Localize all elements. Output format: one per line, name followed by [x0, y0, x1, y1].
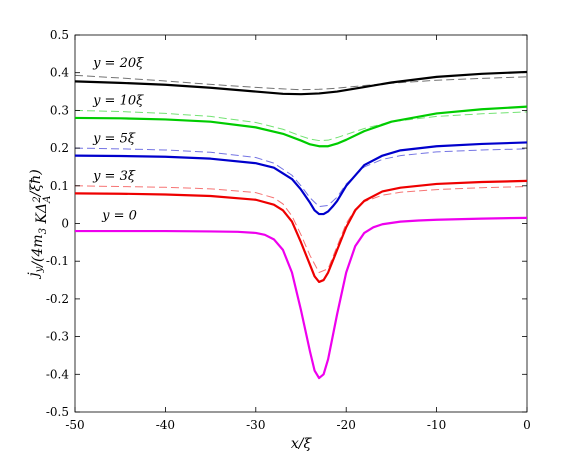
y-tick-label: -0.5: [46, 405, 69, 419]
series-annotation: y = 3ξ: [92, 169, 136, 184]
series-annotation: y = 0: [101, 209, 137, 224]
x-axis-label: x/ξ: [291, 436, 313, 452]
x-tick-label: -10: [427, 418, 446, 432]
y-tick-label: 0.1: [50, 179, 69, 193]
y-tick-label: -0.3: [46, 330, 69, 344]
x-tick-label: -20: [337, 418, 356, 432]
y-tick-label: -0.2: [46, 292, 69, 306]
series-line-1: [74, 105, 528, 148]
y-tick-label: 0.3: [50, 103, 69, 117]
series-layer: [74, 70, 528, 380]
y-tick-label: 0.5: [50, 28, 69, 42]
series-line-0: [74, 70, 528, 96]
series-line-4: [75, 216, 528, 380]
series-annotation: y = 10ξ: [92, 94, 144, 109]
plot-area: [74, 34, 528, 413]
y-axis-label: jy/(4m3 KΔA2/ξħ): [26, 169, 53, 279]
series-annotation: y = 20ξ: [92, 56, 144, 71]
x-tick-label: 0: [523, 418, 531, 432]
series-annotation: y = 5ξ: [92, 131, 136, 146]
series-dashed-line-3: [74, 185, 528, 274]
series-dashed-line-2: [74, 147, 528, 208]
x-tick-label: -40: [156, 418, 175, 432]
y-tick-label: 0.2: [50, 141, 69, 155]
y-tick-label: 0: [61, 217, 69, 231]
tick-layer: -50 -40 -30 -20 -10 0 -0.5 -0.4 -0.3 -0.2 -0.1 0 0.1…: [46, 28, 531, 432]
x-tick-label: -30: [246, 418, 265, 432]
series-line-2: [74, 141, 528, 216]
series-dashed-line-0: [74, 74, 528, 91]
series-line-3: [74, 179, 528, 284]
x-tick-label: -50: [65, 418, 84, 432]
y-tick-label: 0.4: [50, 66, 69, 80]
y-tick-label: -0.1: [46, 254, 69, 268]
annotation-layer: y = 20ξ y = 10ξ y = 5ξ y = 3ξ y = 0: [92, 56, 144, 224]
y-tick-label: -0.4: [46, 367, 70, 381]
